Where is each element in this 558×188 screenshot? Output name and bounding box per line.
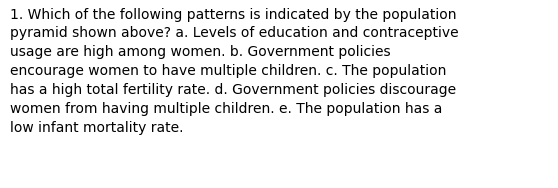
Text: 1. Which of the following patterns is indicated by the population
pyramid shown : 1. Which of the following patterns is in… xyxy=(10,8,459,135)
